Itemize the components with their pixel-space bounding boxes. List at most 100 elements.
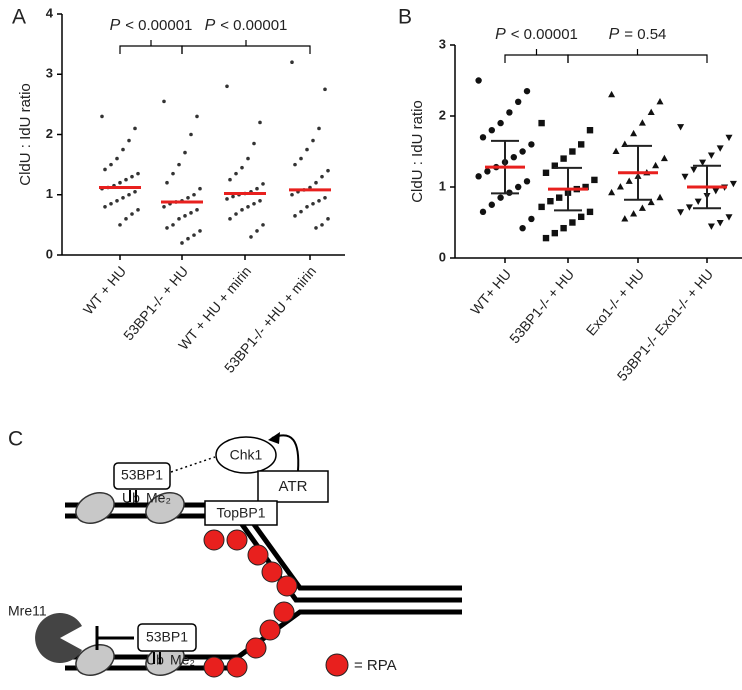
dot — [560, 224, 567, 232]
p-text: < 0.00001 — [511, 26, 578, 43]
x-tick-label: 53BP1-/- + HU — [506, 266, 577, 346]
dot — [180, 241, 184, 245]
p-value: P < 0.00001 — [205, 17, 288, 34]
dot — [198, 186, 202, 191]
dot — [311, 201, 315, 206]
dot — [225, 197, 229, 201]
y-tick-label: 3 — [439, 36, 446, 51]
dot — [124, 177, 128, 182]
dot — [647, 198, 655, 206]
y-tick-label: 2 — [46, 126, 53, 141]
dot — [475, 77, 482, 84]
dot — [293, 214, 297, 218]
dot — [290, 192, 294, 197]
dot — [299, 156, 303, 161]
dot — [103, 167, 107, 172]
box — [257, 470, 329, 503]
panel-label: A — [12, 6, 26, 29]
dot — [118, 223, 122, 227]
dot — [506, 109, 513, 116]
dot — [569, 219, 576, 226]
dot — [488, 127, 495, 134]
dot — [586, 127, 594, 134]
dot — [317, 126, 321, 131]
x-tick-label: Exo1-/- + HU — [583, 266, 648, 339]
dot — [591, 176, 598, 184]
y-tick-label: 0 — [46, 246, 53, 261]
dot — [582, 183, 589, 191]
dot — [121, 195, 125, 200]
dot — [612, 147, 620, 155]
dot — [586, 208, 594, 216]
dot — [136, 171, 140, 176]
dot — [255, 186, 259, 191]
dot — [475, 173, 482, 180]
dot — [246, 205, 250, 209]
dot — [519, 224, 526, 232]
dot — [569, 148, 576, 155]
dot — [130, 174, 134, 179]
dot — [523, 87, 531, 95]
chk1-node — [215, 436, 277, 474]
dot — [234, 212, 238, 216]
box — [204, 500, 278, 526]
dot — [192, 192, 196, 197]
dot — [538, 203, 545, 211]
dot — [162, 205, 166, 209]
dot — [681, 173, 689, 181]
label: Me₂ — [146, 490, 171, 506]
dot — [621, 215, 629, 222]
p-text: < 0.00001 — [220, 17, 287, 34]
dot — [323, 87, 327, 92]
dot — [538, 119, 545, 127]
dot — [694, 198, 702, 206]
dot — [186, 195, 190, 200]
dot — [608, 90, 616, 98]
dot — [261, 223, 265, 227]
dot — [685, 204, 693, 211]
label: Ub — [122, 490, 140, 506]
dot — [195, 114, 199, 119]
dot — [290, 60, 294, 64]
dot — [560, 155, 567, 162]
dot — [127, 138, 131, 143]
dot — [707, 223, 715, 230]
dot — [320, 174, 324, 179]
dot — [699, 159, 707, 166]
dot — [109, 162, 113, 167]
dot — [488, 201, 495, 208]
y-tick-label: 3 — [46, 66, 53, 81]
dot — [638, 204, 646, 211]
dot — [198, 229, 202, 233]
x-tick-label: 53BP1-/- + HU — [120, 263, 191, 343]
dot — [100, 114, 104, 119]
dot — [647, 108, 655, 116]
y-tick-label: 0 — [439, 249, 446, 264]
dot — [479, 134, 487, 141]
dot — [234, 171, 238, 176]
dot — [326, 168, 330, 173]
dot — [625, 177, 633, 184]
panel-label: B — [398, 6, 412, 29]
bracket — [504, 49, 569, 63]
dot — [515, 183, 522, 191]
box — [113, 462, 171, 490]
x-tick-label: WT + HU — [80, 263, 129, 317]
bracket — [567, 49, 708, 63]
x-tick-label: WT+ HU — [467, 266, 514, 318]
dot — [716, 145, 724, 152]
label: ATR — [279, 478, 308, 495]
dot — [103, 205, 107, 209]
dot — [118, 180, 122, 185]
dot — [261, 182, 265, 186]
dot — [228, 177, 232, 182]
p-symbol: P — [205, 17, 216, 34]
y-axis-label: CldU : IdU ratio — [409, 100, 426, 203]
dot — [121, 147, 125, 152]
dot — [314, 180, 318, 185]
dot — [231, 194, 235, 199]
rpa — [203, 529, 349, 678]
dot — [252, 141, 256, 146]
dot — [725, 134, 733, 142]
